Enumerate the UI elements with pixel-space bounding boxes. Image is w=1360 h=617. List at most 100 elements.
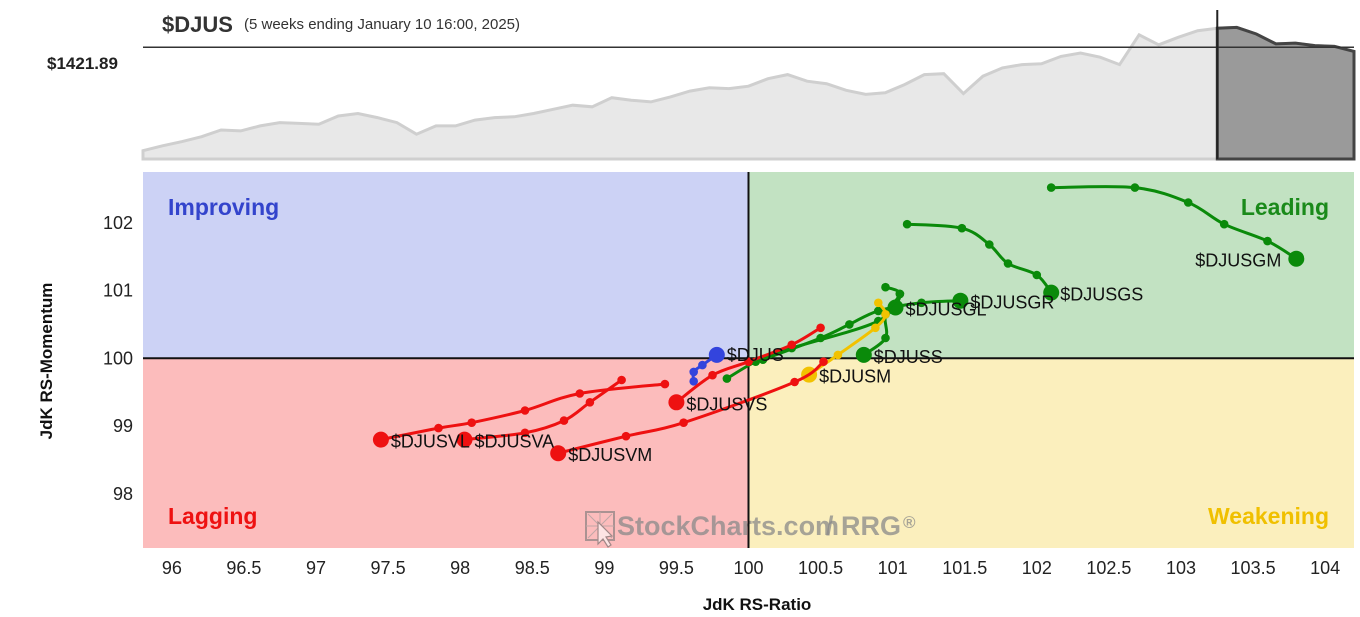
- tail-point: [874, 306, 883, 316]
- x-tick-label: 98: [450, 558, 470, 578]
- x-tick-label: 103.5: [1231, 558, 1276, 578]
- tail-point: [679, 418, 688, 428]
- tail-point: [957, 223, 967, 233]
- tail-head-point[interactable]: [456, 431, 473, 448]
- x-tick-label: 102.5: [1086, 558, 1131, 578]
- chart-subtitle: (5 weeks ending January 10 16:00, 2025): [244, 16, 520, 33]
- x-tick-label: 99.5: [659, 558, 694, 578]
- tail-point: [1183, 198, 1193, 207]
- tail-djusvl[interactable]: [372, 379, 670, 448]
- tail-head-point[interactable]: [708, 346, 725, 363]
- price-area-highlight: [1215, 25, 1356, 161]
- tail-point: [985, 240, 994, 249]
- y-axis: 98 99 100 101 102: [103, 213, 133, 504]
- x-tick-label: 97: [306, 558, 326, 578]
- tail-head-point[interactable]: [952, 292, 969, 309]
- x-tick-label: 101.5: [942, 558, 987, 578]
- tail-point: [722, 374, 732, 383]
- tail-point: [520, 406, 530, 415]
- tail-point: [1263, 236, 1272, 246]
- quadrant-label-leading: Leading: [1241, 194, 1329, 220]
- tail-label: $DJUS: [727, 345, 784, 365]
- chart-title-symbol: $DJUS: [162, 12, 233, 37]
- tail-label: $DJUSGR: [970, 293, 1054, 313]
- quadrant-lagging: [143, 358, 749, 548]
- tail-head-point[interactable]: [855, 346, 872, 363]
- tail-point: [816, 323, 825, 333]
- tail-point: [1046, 183, 1056, 192]
- tail-point: [845, 320, 854, 329]
- tail-label: $DJUSS: [874, 347, 943, 367]
- tail-point: [871, 323, 880, 333]
- x-tick-label: 103: [1166, 558, 1196, 578]
- tail-point: [617, 375, 626, 385]
- tail-point: [833, 350, 843, 360]
- tail-point: [787, 340, 796, 350]
- tail-djus[interactable]: [689, 346, 725, 386]
- x-tick-label: 98.5: [515, 558, 550, 578]
- tail-point: [575, 389, 585, 398]
- tail-point: [467, 418, 477, 428]
- x-axis-label: JdK RS-Ratio: [703, 595, 812, 614]
- tail-head-point[interactable]: [668, 394, 685, 411]
- tail-point: [1219, 219, 1229, 229]
- y-tick-label: 102: [103, 213, 133, 233]
- quadrant-label-improving: Improving: [168, 194, 279, 220]
- quadrant-backgrounds: [143, 172, 1354, 548]
- x-axis: 96 96.5 97 97.5 98 98.5 99 99.5 100 100.5 101 101.5…: [162, 558, 1340, 578]
- tail-point: [559, 416, 569, 425]
- y-axis-label: JdK RS-Momentum: [37, 283, 56, 440]
- x-tick-label: 99: [594, 558, 614, 578]
- tail-label: $DJUSGS: [1060, 285, 1143, 305]
- tail-point: [434, 423, 443, 433]
- tail-head-point[interactable]: [1288, 250, 1305, 267]
- tail-djusvm[interactable]: [550, 357, 828, 462]
- tail-label: $DJUSGM: [1195, 251, 1281, 271]
- tail-point: [1130, 183, 1140, 192]
- y-tick-label: 99: [113, 416, 133, 436]
- tail-point: [520, 428, 530, 438]
- tail-head-point[interactable]: [372, 431, 389, 448]
- tail-point: [585, 398, 595, 407]
- tail-point: [874, 298, 883, 308]
- stockcharts-logo-icon: [585, 511, 615, 548]
- tail-label: $DJUSGL: [906, 300, 987, 320]
- tail-djusgm[interactable]: [1046, 183, 1305, 267]
- tail-point: [902, 219, 912, 229]
- tail-djusvs[interactable]: [668, 323, 825, 411]
- y-tick-label: 98: [113, 484, 133, 504]
- tail-point: [917, 298, 926, 308]
- tail-head-point[interactable]: [550, 445, 567, 462]
- x-tick-label: 96.5: [226, 558, 261, 578]
- tail-djusgs[interactable]: [902, 219, 1060, 301]
- tail-head-point[interactable]: [1043, 284, 1060, 301]
- tail-djuss[interactable]: [855, 282, 905, 363]
- tail-point: [881, 333, 890, 343]
- x-tick-label: 100: [733, 558, 763, 578]
- tail-point: [744, 357, 753, 367]
- x-tick-label: 96: [162, 558, 182, 578]
- rrg-tails: [372, 183, 1305, 462]
- tail-djusva[interactable]: [456, 375, 626, 448]
- tail-point: [1003, 259, 1013, 268]
- tail-point: [621, 431, 631, 441]
- tail-label: $DJUSVM: [568, 445, 652, 465]
- tail-point: [689, 377, 698, 386]
- tail-label: $DJUSVL: [391, 432, 470, 452]
- watermark-brand: StockCharts.com: [617, 511, 839, 541]
- price-panel: [141, 10, 1356, 161]
- quadrant-improving: [143, 172, 749, 359]
- x-tick-label: 101: [878, 558, 908, 578]
- x-tick-label: 104: [1310, 558, 1340, 578]
- quadrant-label-weakening: Weakening: [1208, 503, 1329, 529]
- tail-point: [689, 367, 698, 377]
- x-tick-label: 97.5: [371, 558, 406, 578]
- tail-point: [881, 310, 890, 319]
- tail-point: [660, 379, 670, 389]
- watermark-suffix: / RRG: [826, 511, 901, 541]
- y-tick-label: 100: [103, 348, 133, 368]
- x-tick-label: 100.5: [798, 558, 843, 578]
- tail-label: $DJUSVS: [686, 394, 767, 414]
- quadrant-weakening: [748, 358, 1354, 548]
